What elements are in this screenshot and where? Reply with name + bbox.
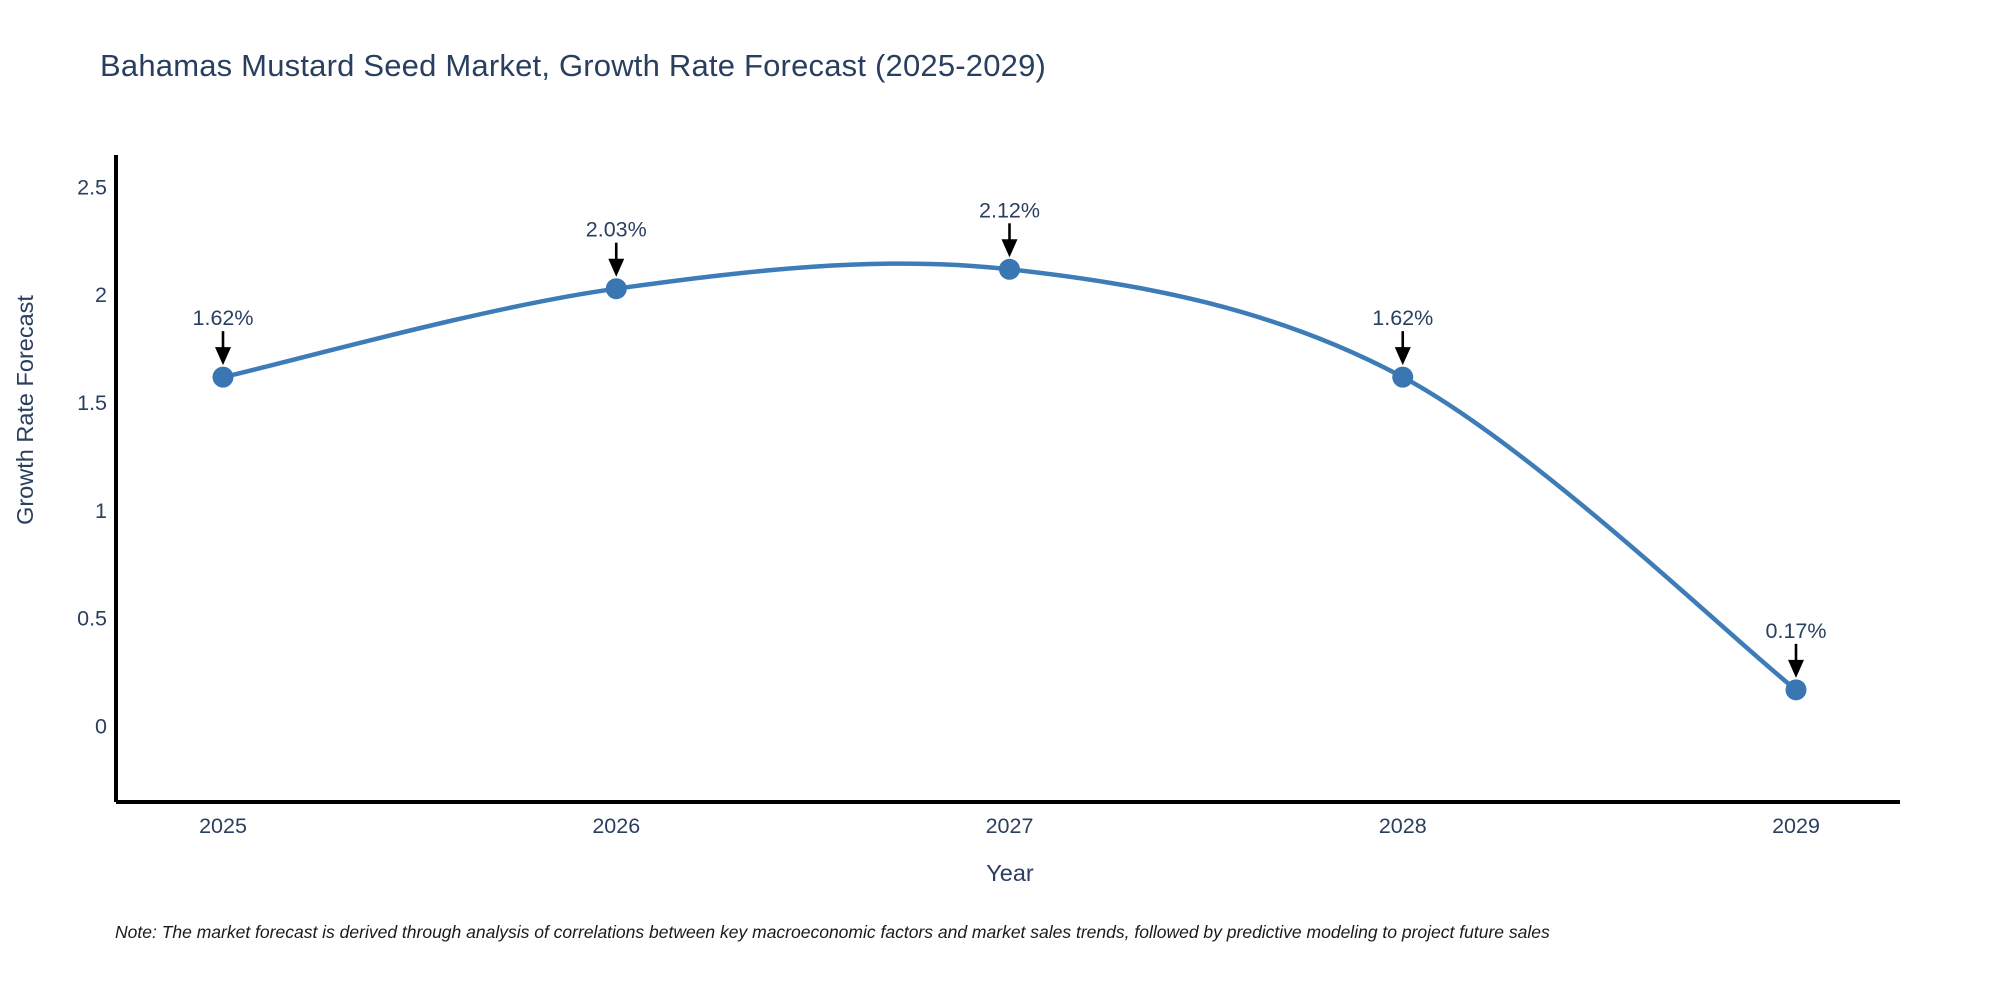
data-point-marker[interactable] (999, 258, 1020, 280)
x-tick-label: 2026 (592, 814, 640, 838)
data-point-marker[interactable] (212, 366, 234, 388)
annotation-arrowhead-icon (1394, 347, 1411, 366)
annotation-label: 1.62% (193, 306, 254, 330)
x-tick-label: 2028 (1379, 814, 1427, 838)
x-tick-label: 2027 (986, 814, 1034, 838)
annotation-label: 1.62% (1372, 306, 1433, 330)
y-tick-label: 2.5 (77, 175, 107, 199)
y-tick-label: 1.5 (77, 391, 107, 415)
x-tick-label: 2025 (199, 814, 247, 838)
chart-title: Bahamas Mustard Seed Market, Growth Rate… (100, 48, 1047, 83)
note-text: Note: The market forecast is derived thr… (115, 922, 1550, 942)
y-tick-label: 2 (95, 283, 107, 307)
annotation-arrowhead-icon (1001, 239, 1018, 258)
annotation-arrowhead-icon (608, 258, 625, 277)
x-tick-label: 2029 (1772, 814, 1820, 838)
annotation-arrowhead-icon (1788, 659, 1804, 678)
annotation-arrowhead-icon (215, 347, 231, 366)
x-axis-label: Year (986, 860, 1034, 886)
series-line (220, 261, 1799, 693)
y-axis-label: Growth Rate Forecast (12, 295, 38, 525)
data-point-marker[interactable] (1785, 679, 1807, 701)
annotation-label: 2.12% (979, 198, 1040, 222)
data-point-marker[interactable] (1392, 366, 1414, 388)
y-tick-label: 1 (95, 499, 107, 523)
y-tick-label: 0 (95, 715, 107, 739)
annotation-label: 0.17% (1766, 619, 1827, 643)
y-tick-label: 0.5 (77, 607, 107, 631)
data-point-marker[interactable] (605, 278, 627, 300)
annotation-label: 2.03% (586, 218, 647, 242)
